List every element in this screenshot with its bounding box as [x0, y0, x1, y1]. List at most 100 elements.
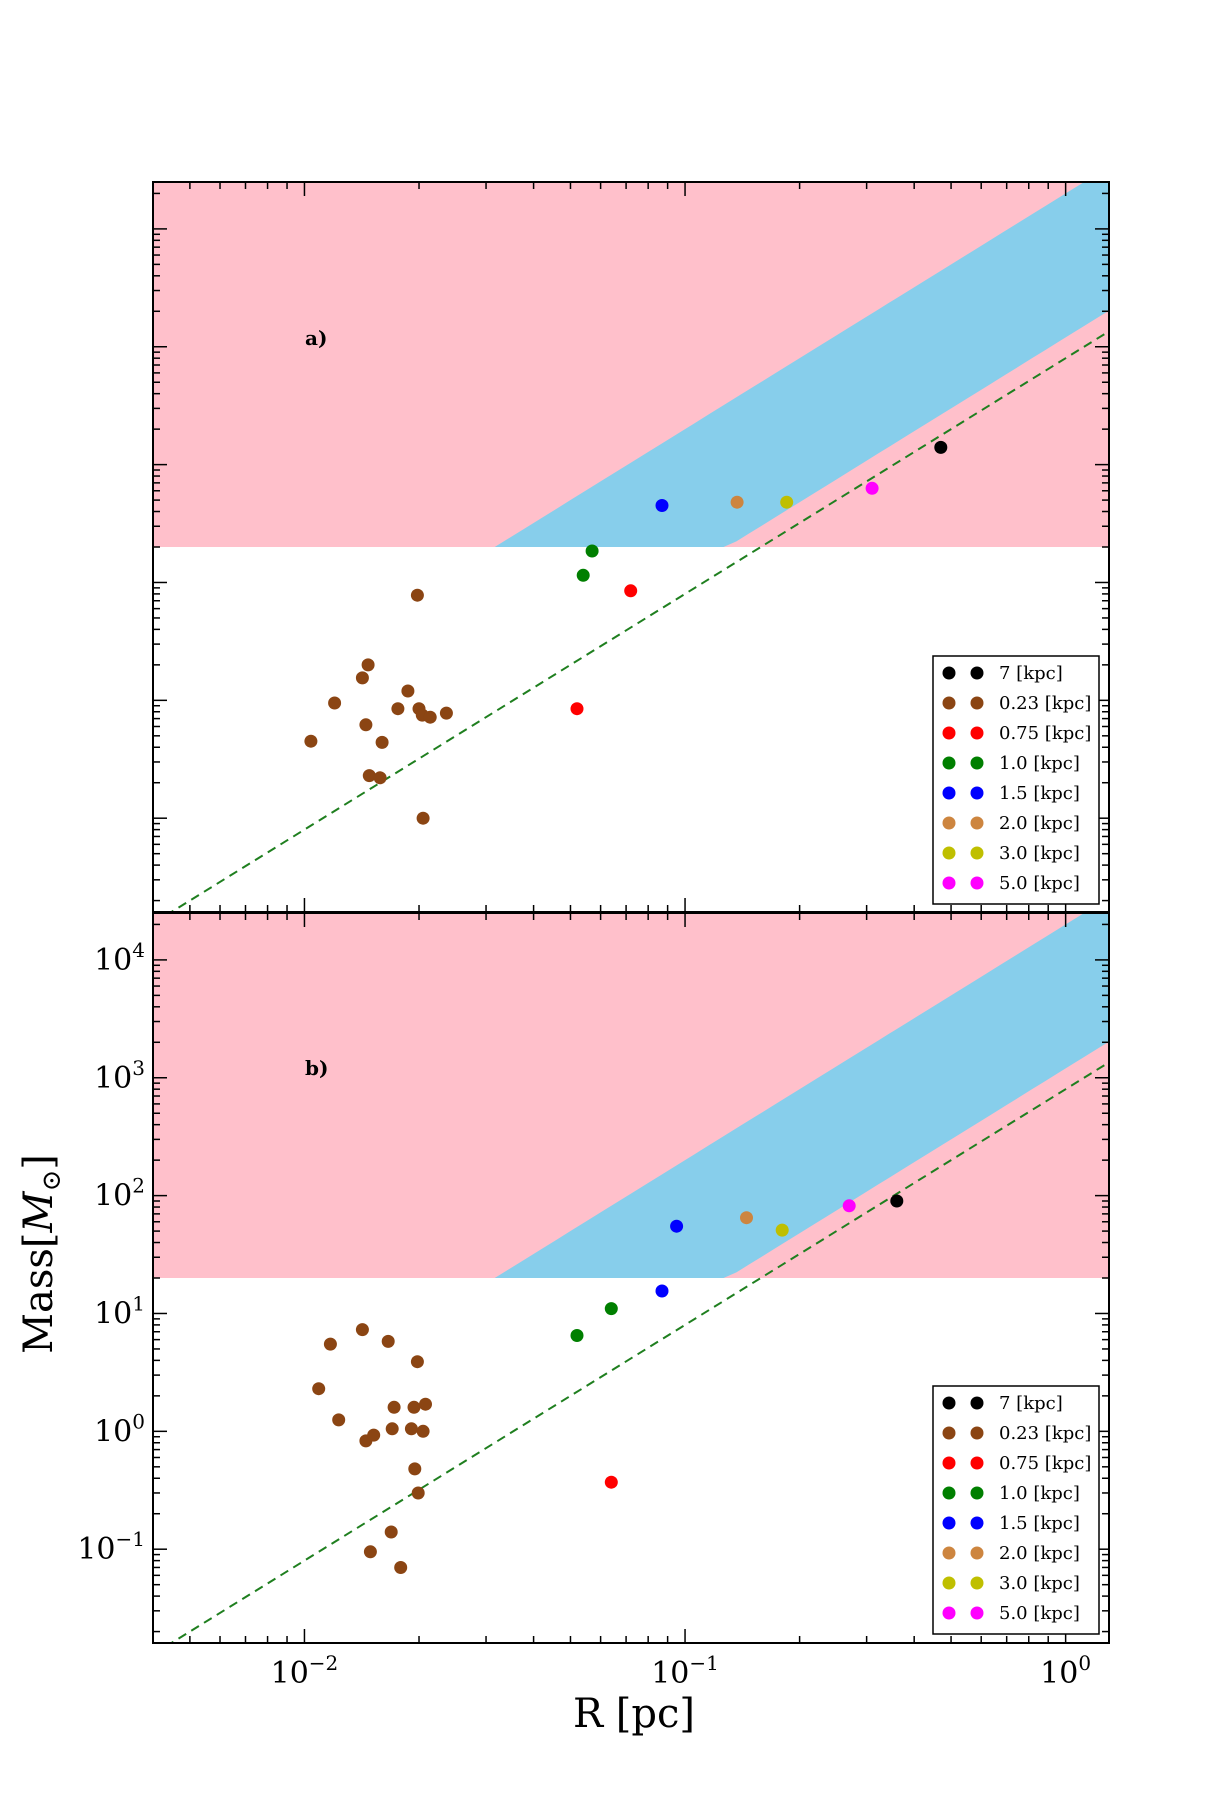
- legend-label: 3.0 [kpc]: [999, 843, 1080, 864]
- panel-b: 10−2 10−1 100 10−1 100 101 102 103 104 b) 7 [kpc] 0…: [77, 912, 1110, 1691]
- legend-marker: [970, 756, 984, 770]
- legend-marker: [942, 1396, 956, 1410]
- legend-entry: 2.0 [kpc]: [942, 813, 1080, 834]
- legend-marker: [942, 1516, 956, 1530]
- y-tick-label: 102: [94, 1174, 145, 1214]
- data-point: [624, 584, 638, 598]
- ticks: [152, 182, 1109, 912]
- data-point: [576, 568, 590, 582]
- y-axis-label: Mass[M⊙]: [16, 1154, 67, 1354]
- legend-entry: 0.23 [kpc]: [942, 693, 1091, 714]
- data-point: [355, 1323, 369, 1337]
- legend-marker: [970, 1606, 984, 1620]
- y-tick-label: 103: [94, 1056, 145, 1096]
- legend-marker: [942, 816, 956, 830]
- legend-label: 1.0 [kpc]: [999, 1483, 1080, 1504]
- legend-label: 0.75 [kpc]: [999, 723, 1091, 744]
- legend-label: 1.5 [kpc]: [999, 1513, 1080, 1534]
- legend-marker: [970, 726, 984, 740]
- legend-entry: 3.0 [kpc]: [942, 1573, 1080, 1594]
- series-2-0-kpc-: [740, 1211, 753, 1225]
- legend-marker: [942, 846, 956, 860]
- legend-entry: 0.75 [kpc]: [942, 1453, 1091, 1474]
- legend-marker: [970, 1456, 984, 1470]
- series-3-0-kpc-: [775, 1223, 789, 1237]
- data-point: [387, 1400, 401, 1414]
- data-point: [416, 1424, 430, 1438]
- legend-entry: 3.0 [kpc]: [942, 843, 1080, 864]
- data-point: [401, 684, 415, 698]
- data-point: [407, 1400, 421, 1414]
- legend-entry: 5.0 [kpc]: [942, 1603, 1080, 1624]
- series-0-23-kpc-: [304, 588, 453, 825]
- data-point: [391, 702, 405, 716]
- data-point: [423, 710, 437, 724]
- data-point: [323, 1337, 337, 1351]
- series-1-5-kpc-: [655, 499, 669, 512]
- data-point: [384, 1525, 398, 1539]
- legend-label: 3.0 [kpc]: [999, 1573, 1080, 1594]
- data-point: [375, 735, 389, 749]
- y-tick-label: 100: [94, 1409, 145, 1449]
- data-point: [381, 1334, 395, 1348]
- data-point: [416, 811, 430, 825]
- data-point: [842, 1199, 856, 1213]
- legend-label: 2.0 [kpc]: [999, 813, 1080, 834]
- data-point: [419, 1397, 432, 1411]
- data-point: [865, 481, 879, 495]
- data-point: [439, 706, 453, 720]
- legend-marker: [970, 876, 984, 890]
- legend-entry: 2.0 [kpc]: [942, 1543, 1080, 1564]
- data-point: [655, 1284, 669, 1298]
- x-tick-label: 10−2: [271, 1651, 339, 1691]
- data-point: [410, 588, 424, 602]
- legend-marker: [942, 1546, 956, 1560]
- series-1-0-kpc-: [576, 544, 599, 582]
- legend-entry: 0.75 [kpc]: [942, 723, 1091, 744]
- legend-marker: [970, 1516, 984, 1530]
- legend-marker: [942, 1456, 956, 1470]
- data-point: [655, 499, 669, 512]
- data-point: [304, 734, 318, 748]
- x-tick-label: 10−1: [651, 1651, 719, 1691]
- data-point: [585, 544, 599, 558]
- data-point: [394, 1561, 408, 1574]
- series-2-0-kpc-: [730, 495, 744, 509]
- plot-area: [153, 182, 1109, 912]
- data-point: [604, 1302, 618, 1316]
- legend-label: 7 [kpc]: [999, 1393, 1063, 1414]
- legend-marker: [942, 756, 956, 770]
- series-1-5-kpc-: [655, 1219, 684, 1298]
- data-point: [373, 771, 387, 785]
- data-point: [934, 440, 948, 454]
- dashed-reference-line: [169, 330, 1109, 912]
- data-point: [410, 1355, 424, 1369]
- legend-marker: [970, 1486, 984, 1500]
- data-point: [411, 1486, 425, 1500]
- data-point: [780, 495, 794, 509]
- data-point: [570, 702, 584, 716]
- legend-marker: [942, 1606, 956, 1620]
- legend-entry: 1.0 [kpc]: [942, 753, 1080, 774]
- legend-marker: [970, 1546, 984, 1560]
- legend-marker: [970, 696, 984, 710]
- legend-entry: 7 [kpc]: [942, 663, 1063, 684]
- legend-entry: 1.5 [kpc]: [942, 783, 1080, 804]
- series-0-75-kpc-: [604, 1475, 618, 1489]
- series-7-kpc-: [890, 1194, 904, 1208]
- legend-marker: [942, 726, 956, 740]
- data-point: [363, 1545, 377, 1559]
- legend-marker: [942, 666, 956, 680]
- legend-label: 0.75 [kpc]: [999, 1453, 1091, 1474]
- legend-marker: [970, 846, 984, 860]
- series-0-23-kpc-: [312, 1323, 432, 1574]
- data-point: [361, 658, 375, 672]
- legend-marker: [970, 1396, 984, 1410]
- legend-label: 0.23 [kpc]: [999, 693, 1091, 714]
- panel-label: b): [305, 1056, 328, 1080]
- legend-marker: [942, 1486, 956, 1500]
- legend-marker: [970, 1576, 984, 1590]
- legend-entry: 5.0 [kpc]: [942, 873, 1080, 894]
- dashed-reference-line: [169, 1061, 1109, 1643]
